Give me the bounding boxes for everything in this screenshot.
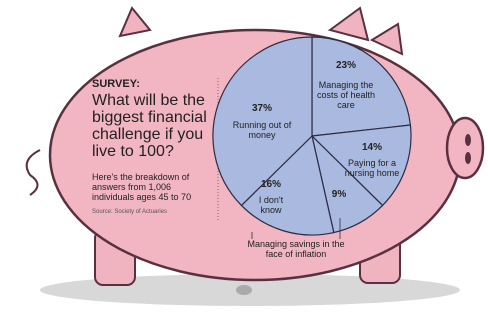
chart-title: What will be the biggest financial chall…: [92, 92, 212, 160]
nostril: [465, 152, 471, 164]
kicker: SURVEY:: [92, 78, 212, 90]
slice-label: Paying for a nursing home: [342, 158, 402, 178]
ear-right: [330, 8, 368, 40]
slice-label: Running out of money: [222, 120, 302, 140]
data-label: 16%: [261, 180, 281, 190]
slice-label: I don't know: [250, 195, 292, 215]
data-label: 9%: [332, 190, 346, 200]
ear-left: [120, 8, 150, 36]
illustration: [0, 0, 488, 315]
plug: [236, 285, 252, 295]
nostril: [465, 134, 471, 146]
slice-label: Managing the costs of health care: [310, 80, 382, 110]
subtitle: Here's the breakdown of answers from 1,0…: [92, 172, 212, 202]
page: SURVEY: What will be the biggest financi…: [0, 0, 488, 315]
ear-right-2: [372, 24, 402, 54]
data-label: 14%: [362, 143, 382, 153]
source: Source: Society of Actuaries: [92, 209, 212, 215]
data-label: 37%: [252, 104, 272, 114]
slice-label: Managing savings in the face of inflatio…: [241, 239, 351, 259]
data-label: 23%: [336, 61, 356, 71]
tail: [27, 150, 40, 195]
snout: [447, 118, 483, 178]
